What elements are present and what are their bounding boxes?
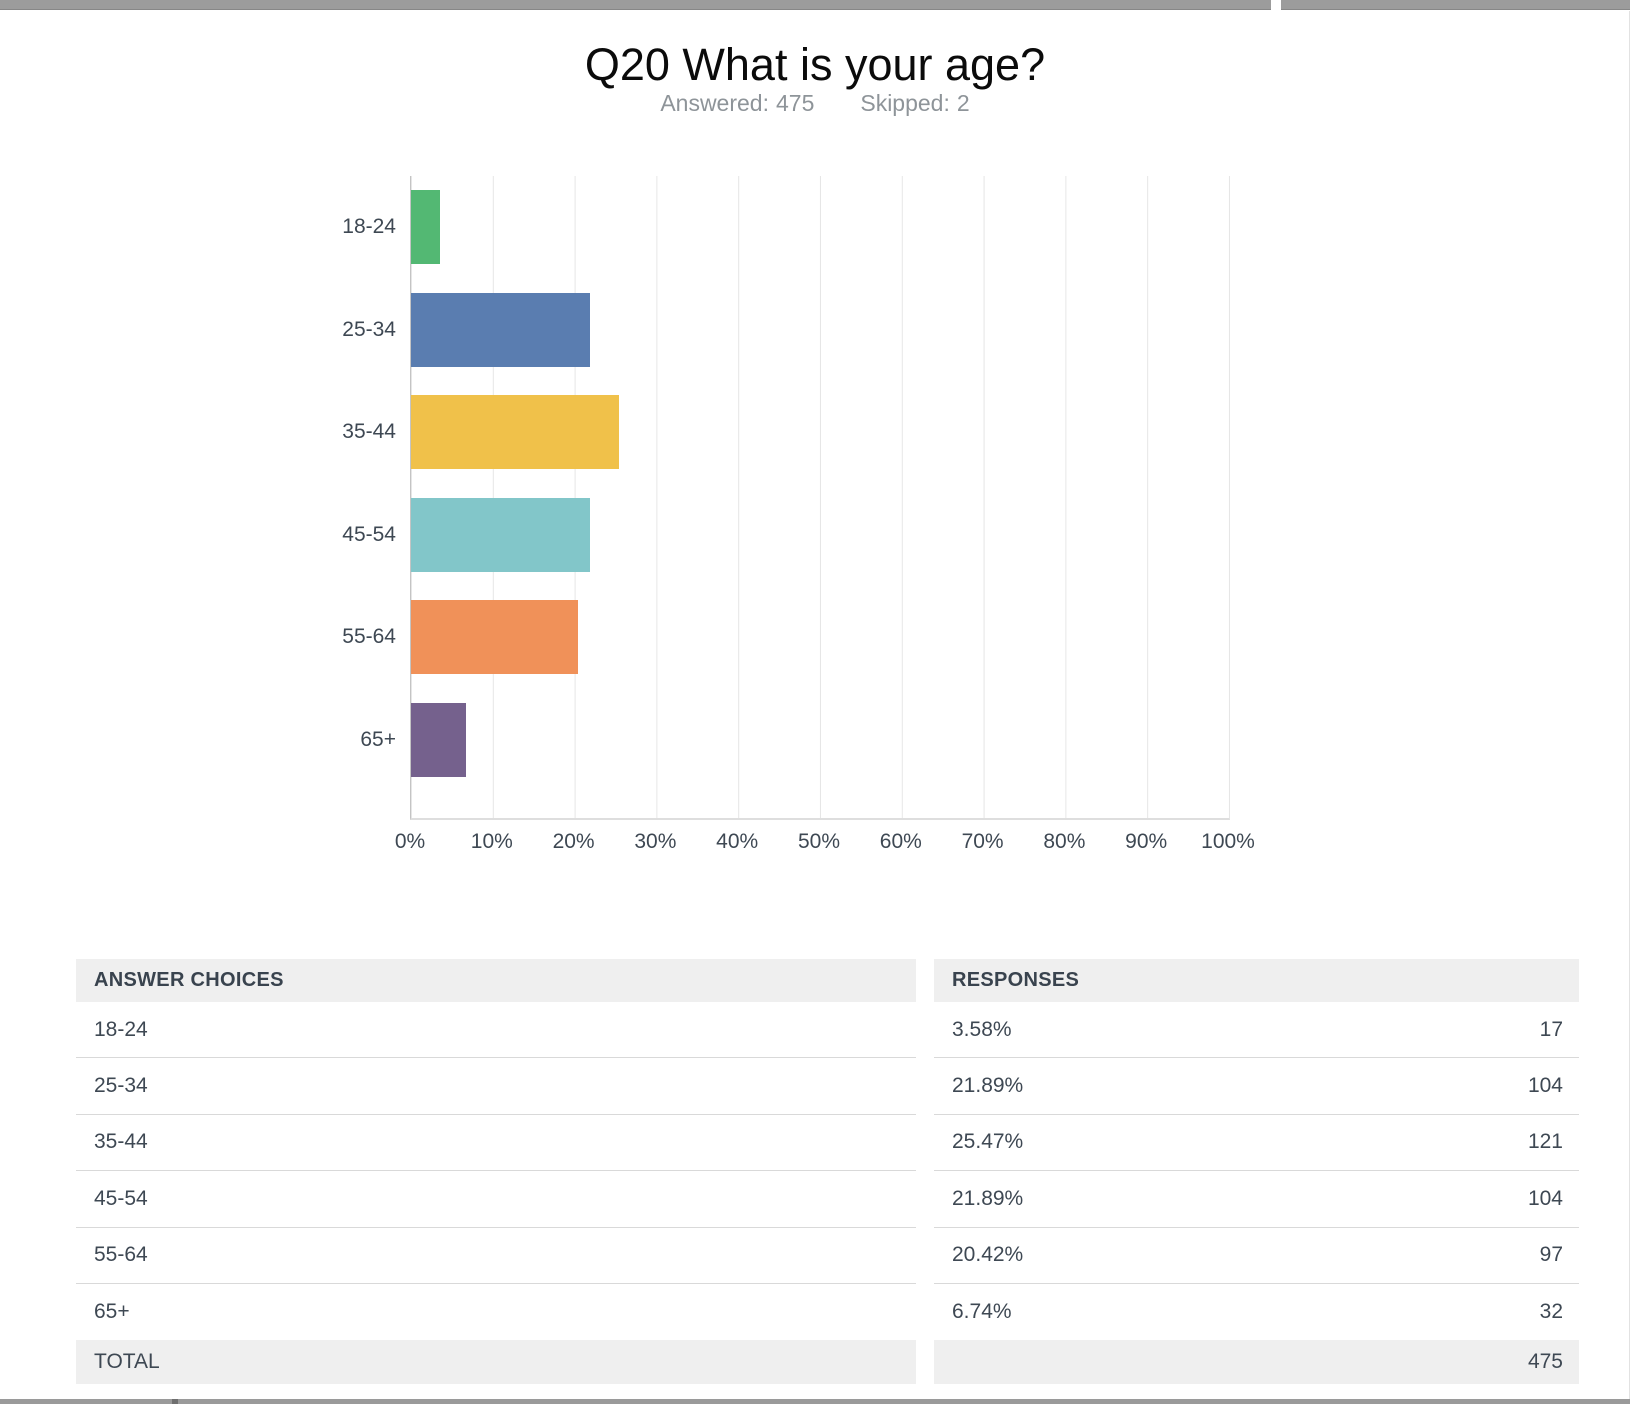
response-count: 17 [1539,1017,1563,1041]
response-cell: 21.89% 104 [934,1058,1579,1115]
answered-label: Answered: [660,90,769,116]
table-row: 35-44 25.47% 121 [76,1115,1579,1172]
answered-stat: Answered: 475 [660,90,814,116]
results-table-body: 18-24 3.58% 17 25-34 21.89% 104 35-44 25.47% 121… [76,1002,1579,1340]
chart-bar [411,600,579,675]
category-labels: 18-24 25-34 35-44 45-54 55-64 65+ [0,176,396,791]
table-row: 18-24 3.58% 17 [76,1002,1579,1059]
answer-stats: Answered: 475 Skipped: 2 [0,90,1630,117]
response-percent: 20.42% [952,1243,1024,1267]
bar-row [411,176,1229,279]
table-header-row: ANSWER CHOICES RESPONSES [76,959,1579,1002]
bar-row [411,381,1229,484]
answered-value: 475 [775,90,815,116]
top-divider-gap [1271,0,1281,11]
column-gap [916,1228,934,1284]
response-count: 121 [1527,1130,1563,1154]
response-count: 104 [1527,1186,1563,1210]
category-label: 25-34 [342,317,396,341]
x-tick-label: 50% [797,830,841,853]
answer-choice-cell: 55-64 [76,1228,916,1284]
x-tick-label: 100% [1201,830,1255,853]
x-tick-label: 10% [470,830,513,853]
total-value: 475 [934,1340,1579,1385]
x-tick-label: 60% [879,830,922,853]
table-row: 25-34 21.89% 104 [76,1058,1579,1115]
column-gap [916,1284,934,1340]
column-gap [916,1171,934,1227]
bottom-divider-notch [172,1399,178,1404]
x-axis: 0% 10% 20% 30% 40% 50% 60% 70% 80% 90% 100% [395,830,1255,862]
chart-bar [411,190,441,265]
x-tick-label: 30% [634,830,677,853]
x-tick-label: 20% [552,830,595,853]
table-row: 65+ 6.74% 32 [76,1284,1579,1340]
chart-bar [411,497,591,572]
bar-row [411,484,1229,587]
bar-row [411,586,1229,689]
response-count: 97 [1539,1243,1563,1267]
plot-area [410,176,1230,820]
column-gap [916,1058,934,1114]
response-percent: 3.58% [952,1017,1012,1041]
response-cell: 6.74% 32 [934,1284,1579,1340]
chart-bar [411,702,467,777]
x-tick-label: 90% [1125,830,1168,853]
bar-row [411,689,1229,792]
response-percent: 21.89% [952,1186,1024,1210]
column-gap [916,959,934,1002]
category-label: 18-24 [342,215,396,238]
x-tick-label: 0% [394,830,426,853]
bar-row [411,279,1229,382]
bottom-divider-bar [0,1399,1630,1404]
answer-choice-cell: 35-44 [76,1115,916,1172]
category-label: 35-44 [342,420,396,443]
response-cell: 3.58% 17 [934,1002,1579,1059]
results-table: ANSWER CHOICES RESPONSES 18-24 3.58% 17 25-… [76,959,1579,1385]
chart-bar [411,292,591,367]
chart-bar [411,395,620,470]
top-divider-bar [0,0,1630,10]
x-tick-label: 80% [1043,830,1086,853]
category-label: 45-54 [342,522,396,546]
total-label: TOTAL [76,1340,916,1385]
response-percent: 6.74% [952,1300,1012,1324]
table-total-row: TOTAL 475 [76,1340,1579,1385]
page-title: Q20 What is your age? [584,39,1046,91]
response-percent: 25.47% [952,1130,1024,1154]
x-tick-label: 70% [961,830,1004,853]
category-label: 55-64 [342,625,396,648]
response-count: 104 [1527,1074,1563,1098]
response-cell: 25.47% 121 [934,1115,1579,1172]
answer-choices-header: ANSWER CHOICES [76,959,916,1002]
column-gap [916,1340,934,1384]
column-gap [916,1002,934,1058]
bar-rows [411,176,1229,791]
response-cell: 21.89% 104 [934,1171,1579,1228]
answer-choice-cell: 25-34 [76,1058,916,1115]
answer-choice-cell: 65+ [94,1300,130,1324]
response-cell: 20.42% 97 [934,1228,1579,1284]
x-tick-label: 40% [716,830,759,853]
column-gap [916,1115,934,1171]
category-label: 65+ [360,727,396,751]
answer-choice-cell: 18-24 [76,1002,916,1059]
answer-choice-cell: 45-54 [76,1171,916,1228]
responses-header: RESPONSES [934,959,1579,1002]
table-row: 45-54 21.89% 104 [76,1171,1579,1228]
skipped-label: Skipped: [860,90,950,116]
skipped-stat: Skipped: 2 [860,90,969,116]
response-count: 32 [1539,1300,1563,1324]
skipped-value: 2 [956,90,970,116]
response-percent: 21.89% [952,1074,1024,1098]
table-row: 55-64 20.42% 97 [76,1228,1579,1284]
